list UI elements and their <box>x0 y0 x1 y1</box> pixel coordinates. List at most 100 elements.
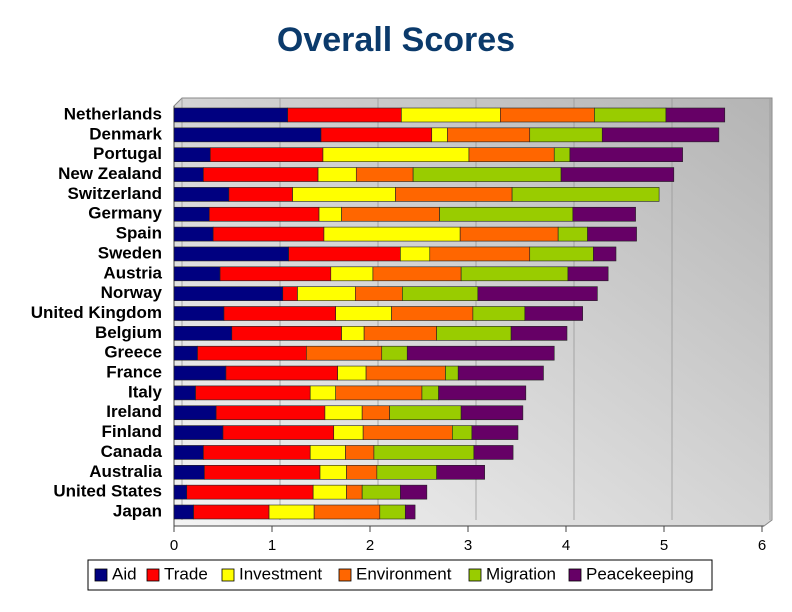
bar-segment <box>439 206 574 222</box>
bar-segment <box>500 107 595 123</box>
bar-segment <box>173 445 204 460</box>
bar-segment <box>376 464 437 480</box>
y-tick-label: Spain <box>116 224 162 243</box>
legend-swatch <box>568 568 582 582</box>
bar-segment <box>330 266 374 282</box>
bar-segment <box>208 206 320 222</box>
bar-segment <box>204 464 321 480</box>
bar-segment <box>524 306 583 321</box>
x-tick-label: 4 <box>562 537 570 554</box>
bar-segment <box>215 405 326 421</box>
bar-segment <box>354 286 403 301</box>
legend-label: Peacekeeping <box>586 564 694 583</box>
bar-segment <box>471 425 519 440</box>
bar-segment <box>593 246 617 262</box>
y-tick-label: Switzerland <box>68 184 162 203</box>
bar-segment <box>173 365 227 381</box>
bar-segment <box>209 147 324 162</box>
y-tick-label: Italy <box>128 382 163 401</box>
bar-segment <box>373 445 475 460</box>
bar-segment <box>173 246 289 262</box>
bar-segment <box>173 425 224 440</box>
bar-segment <box>346 464 378 480</box>
bar-segment <box>381 345 408 361</box>
bar-segment <box>173 326 233 341</box>
x-tick-label: 3 <box>464 537 472 554</box>
bar-segment <box>219 266 332 282</box>
legend-swatch <box>94 568 108 582</box>
bar-segment <box>341 326 365 341</box>
y-tick-label: Ireland <box>106 402 162 421</box>
y-tick-label: Australia <box>89 462 162 481</box>
bar-segment <box>173 147 211 162</box>
y-tick-label: Japan <box>113 501 162 520</box>
bar-segment <box>459 226 559 242</box>
bar-segment <box>173 107 288 123</box>
bar-segment <box>472 306 526 321</box>
bar-segment <box>173 306 225 321</box>
bar-segment <box>173 385 196 401</box>
bar-segment <box>391 306 474 321</box>
bar-segment <box>421 385 439 401</box>
bar-segment <box>313 504 381 520</box>
bar-segment <box>173 464 205 480</box>
legend-label: Migration <box>486 564 556 583</box>
bar-segment <box>438 385 527 401</box>
bar-segment <box>401 107 501 123</box>
bar-segment <box>173 127 322 143</box>
bar-segment <box>362 425 453 440</box>
y-tick-label: Sweden <box>98 243 162 262</box>
bar-segment <box>345 445 375 460</box>
bar-segment <box>333 425 364 440</box>
bar-segment <box>402 286 479 301</box>
y-tick-label: Denmark <box>89 124 162 143</box>
y-tick-label: Finland <box>102 422 162 441</box>
bar-segment <box>305 345 383 361</box>
bar-segment <box>510 326 568 341</box>
y-tick-label: United Kingdom <box>31 303 162 322</box>
legend-label: Investment <box>239 564 322 583</box>
bar-segment <box>193 504 270 520</box>
bar-segment <box>268 504 315 520</box>
bar-segment <box>322 147 470 162</box>
bar-segment <box>173 167 204 182</box>
bar-segment <box>447 127 531 143</box>
bar-segment <box>460 405 524 421</box>
bar-segment <box>400 484 428 500</box>
bar-segment <box>324 405 363 421</box>
bar-segment <box>587 226 637 242</box>
bar-segment <box>372 266 462 282</box>
bar-segment <box>395 187 513 202</box>
bar-segment <box>335 385 423 401</box>
bar-segment <box>361 405 390 421</box>
bar-segment <box>379 504 406 520</box>
bar-segment <box>173 405 217 421</box>
bar-segment <box>429 246 531 262</box>
bar-segment <box>346 484 363 500</box>
y-tick-label: Netherlands <box>64 104 162 123</box>
legend-label: Environment <box>356 564 452 583</box>
bar-segment <box>445 365 459 381</box>
bar-segment <box>223 306 336 321</box>
bar-segment <box>173 504 194 520</box>
bar-segment <box>317 167 357 182</box>
chart-title: Overall Scores <box>277 21 515 59</box>
bar-segment <box>473 445 514 460</box>
bar-segment <box>341 206 440 222</box>
bar-segment <box>173 266 221 282</box>
bar-segment <box>337 365 367 381</box>
y-tick-label: United States <box>53 482 162 501</box>
bar-segment <box>460 266 569 282</box>
bar-segment <box>431 127 448 143</box>
bar-segment <box>477 286 598 301</box>
bar-segment <box>173 226 214 242</box>
bar-segment <box>404 504 416 520</box>
bar-segment <box>335 306 392 321</box>
bar-segment <box>567 266 609 282</box>
legend-label: Trade <box>164 564 208 583</box>
bar-segment <box>320 127 433 143</box>
x-tick-label: 2 <box>366 537 374 554</box>
bar-segment <box>553 147 571 162</box>
bar-segment <box>529 127 603 143</box>
